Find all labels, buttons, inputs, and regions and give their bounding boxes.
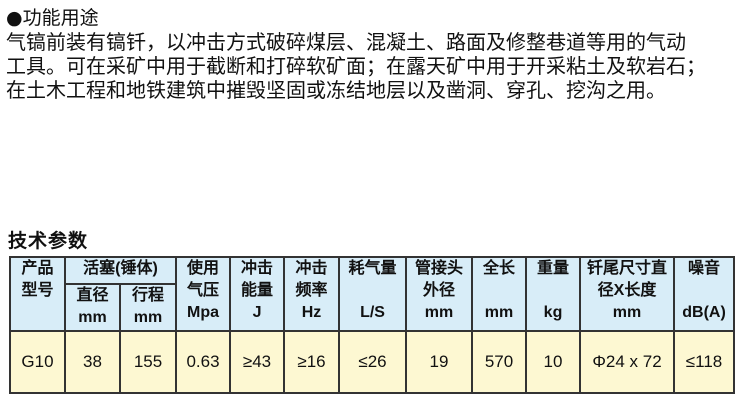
description-line: 气镐前装有镐钎，以冲击方式破碎煤层、混凝土、路面及修整巷道等用的气动 (6, 30, 686, 54)
header-hose: 管接头外径 mm (405, 256, 474, 332)
table-row: G10 38 155 0.63 ≥43 ≥16 ≤26 19 570 10 Φ2… (9, 330, 736, 394)
cell-energy: ≥43 (229, 330, 286, 394)
cell-pressure: 0.63 (175, 330, 232, 394)
header-energy: 冲击能量 J (229, 256, 286, 332)
header-shank: 钎尾尺寸直径X长度 mm (579, 256, 676, 332)
header-piston: 活塞(锤体) (63, 256, 178, 285)
cell-weight: 10 (525, 330, 582, 394)
header-air: 耗气量 L/S (338, 256, 408, 332)
description-line: 工具。可在采矿中用于截断和打碎软矿面；在露天矿中用于开采粘土及软岩石； (6, 54, 706, 78)
header-pressure: 使用气压 Mpa (175, 256, 232, 332)
description-line: 在土木工程和地铁建筑中摧毁坚固或冻结地层以及凿洞、穿孔、挖沟之用。 (6, 78, 666, 102)
table-title: 技术参数 (8, 230, 89, 252)
cell-shank: Φ24 x 72 (579, 330, 676, 394)
description: 气镐前装有镐钎，以冲击方式破碎煤层、混凝土、路面及修整巷道等用的气动 工具。可在… (6, 30, 736, 102)
cell-length: 570 (471, 330, 528, 394)
header-noise: 噪音 dB(A) (673, 256, 736, 332)
cell-hose: 19 (405, 330, 474, 394)
cell-model: G10 (9, 330, 66, 394)
cell-frequency: ≥16 (283, 330, 341, 394)
cell-diameter: 38 (64, 330, 121, 394)
header-length: 全长 mm (471, 256, 528, 332)
cell-noise: ≤118 (673, 330, 736, 394)
header-stroke: 行程 mm (118, 283, 178, 332)
section-heading: ●功能用途 (6, 7, 99, 29)
spec-table: 产品型号 活塞(锤体) 使用气压 Mpa 冲击能量 J 冲击频率 Hz 耗气量 L/S … (9, 256, 736, 394)
header-diameter: 直径 mm (64, 283, 121, 332)
cell-stroke: 155 (118, 330, 178, 394)
header-weight: 重量 kg (525, 256, 582, 332)
cell-air: ≤26 (338, 330, 408, 394)
header-frequency: 冲击频率 Hz (283, 256, 341, 332)
header-model: 产品型号 (9, 256, 66, 332)
